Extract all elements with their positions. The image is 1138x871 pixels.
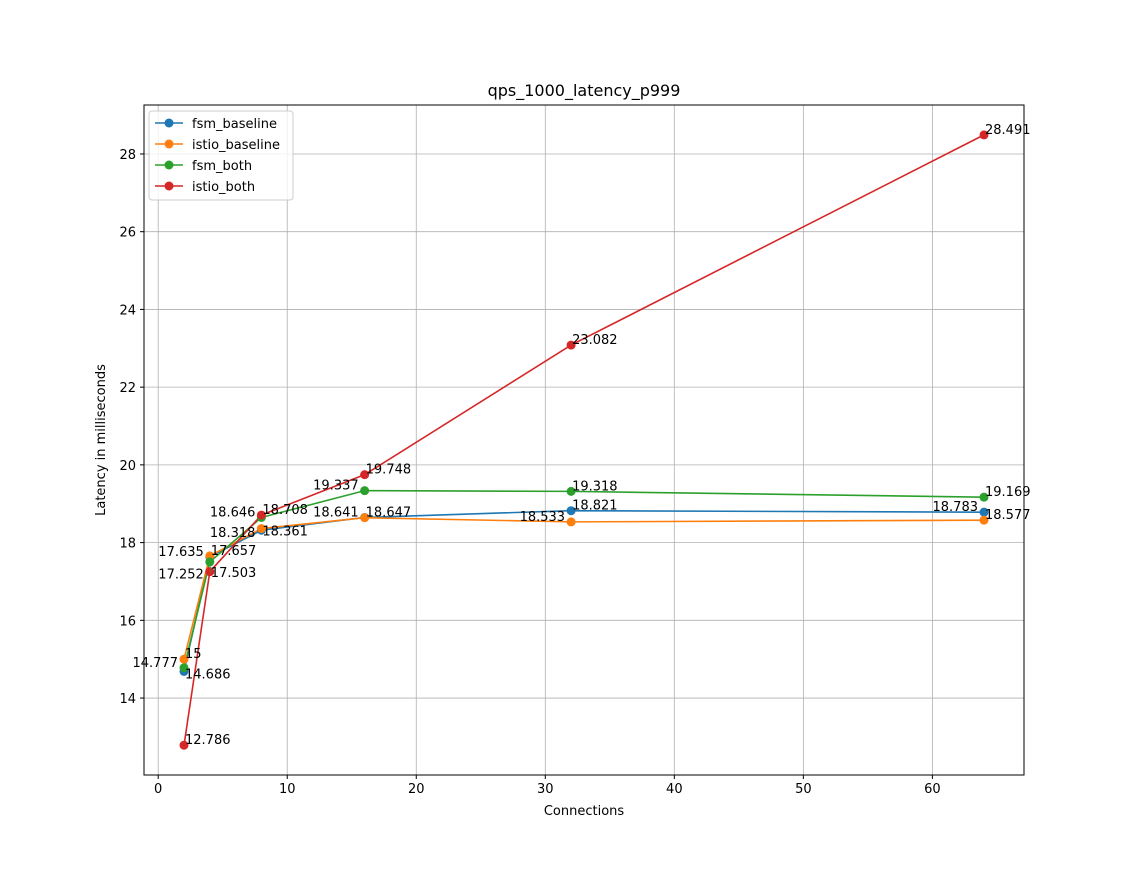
- legend-label: fsm_baseline: [192, 117, 277, 132]
- x-tick-label: 20: [408, 782, 425, 797]
- data-label-istio_baseline: 15: [185, 647, 202, 662]
- data-label-istio_baseline: 18.641: [313, 506, 359, 521]
- data-point-istio_baseline: [179, 654, 189, 664]
- data-point-istio_both: [979, 130, 989, 140]
- legend-marker: [164, 160, 174, 170]
- data-label-fsm_baseline: 14.686: [185, 667, 231, 682]
- chart-title: qps_1000_latency_p999: [488, 81, 681, 101]
- series-line-istio_both: [183, 134, 985, 746]
- data-label-istio_both: 12.786: [185, 733, 231, 748]
- y-tick-label: 22: [119, 381, 136, 396]
- data-label-istio_baseline: 18.577: [985, 508, 1031, 523]
- legend-label: istio_baseline: [192, 138, 280, 153]
- legend-label: fsm_both: [192, 159, 252, 174]
- data-label-fsm_both: 19.169: [985, 485, 1031, 500]
- series-line-fsm_both: [183, 489, 985, 669]
- data-label-fsm_both: 18.646: [210, 505, 256, 520]
- data-point-istio_both: [566, 340, 576, 350]
- y-tick-label: 14: [119, 692, 136, 707]
- data-label-fsm_both: 19.318: [572, 479, 618, 494]
- data-point-fsm_both: [979, 492, 989, 502]
- data-label-istio_both: 28.491: [985, 123, 1031, 138]
- data-point-fsm_both: [179, 663, 189, 673]
- y-tick-label: 16: [119, 614, 136, 629]
- data-point-fsm_baseline: [979, 507, 989, 517]
- data-point-fsm_baseline: [566, 506, 576, 516]
- data-label-fsm_baseline: 18.318: [210, 526, 256, 541]
- axes-frame: [143, 104, 1025, 776]
- y-tick-label: 26: [119, 226, 136, 241]
- series-line-istio_baseline: [183, 516, 985, 660]
- data-point-istio_baseline: [360, 513, 370, 523]
- y-axis-label: Latency in milliseconds: [94, 364, 109, 516]
- data-point-istio_baseline: [979, 515, 989, 525]
- legend-marker: [164, 139, 174, 149]
- data-label-fsm_baseline: 18.821: [572, 499, 618, 514]
- data-label-istio_both: 19.748: [366, 463, 412, 478]
- x-tick-label: 60: [924, 782, 941, 797]
- data-label-istio_both: 17.252: [158, 568, 204, 583]
- data-point-istio_both: [179, 740, 189, 750]
- legend: fsm_baseline istio_baseline fsm_both istio_…: [148, 110, 294, 201]
- data-label-fsm_both: 14.777: [133, 656, 179, 671]
- data-point-istio_baseline: [256, 524, 266, 534]
- label-leader-line: [209, 561, 212, 573]
- x-tick-label: 10: [279, 782, 296, 797]
- data-label-istio_baseline: 18.361: [262, 525, 308, 540]
- data-label-istio_both: 18.708: [262, 503, 308, 518]
- x-axis-label: Connections: [544, 804, 625, 819]
- data-label-fsm_baseline: 18.783: [933, 500, 979, 515]
- y-tick-label: 18: [119, 537, 136, 552]
- legend-marker: [164, 118, 174, 128]
- x-tick-label: 40: [666, 782, 683, 797]
- legend-marker: [164, 181, 174, 191]
- data-point-istio_baseline: [566, 517, 576, 527]
- x-tick-label: 30: [537, 782, 554, 797]
- data-label-istio_both: 23.082: [572, 333, 618, 348]
- x-tick-label: 50: [795, 782, 812, 797]
- data-label-fsm_baseline: 17.635: [158, 545, 204, 560]
- data-label-fsm_baseline: 18.647: [366, 505, 412, 520]
- x-tick-label: 0: [154, 782, 162, 797]
- y-tick-label: 20: [119, 459, 136, 474]
- data-point-istio_both: [205, 567, 215, 577]
- data-point-fsm_both: [360, 486, 370, 496]
- y-tick-label: 24: [119, 303, 136, 318]
- data-label-fsm_both: 19.337: [313, 479, 359, 494]
- y-tick-label: 28: [119, 148, 136, 163]
- data-point-istio_both: [360, 470, 370, 480]
- legend-label: istio_both: [192, 180, 255, 195]
- data-label-istio_baseline: 17.657: [211, 544, 257, 559]
- data-point-fsm_both: [566, 486, 576, 496]
- data-label-istio_baseline: 18.533: [520, 510, 566, 525]
- data-point-istio_both: [256, 510, 266, 520]
- data-label-fsm_both: 17.503: [211, 566, 257, 581]
- legend-box: [148, 110, 294, 201]
